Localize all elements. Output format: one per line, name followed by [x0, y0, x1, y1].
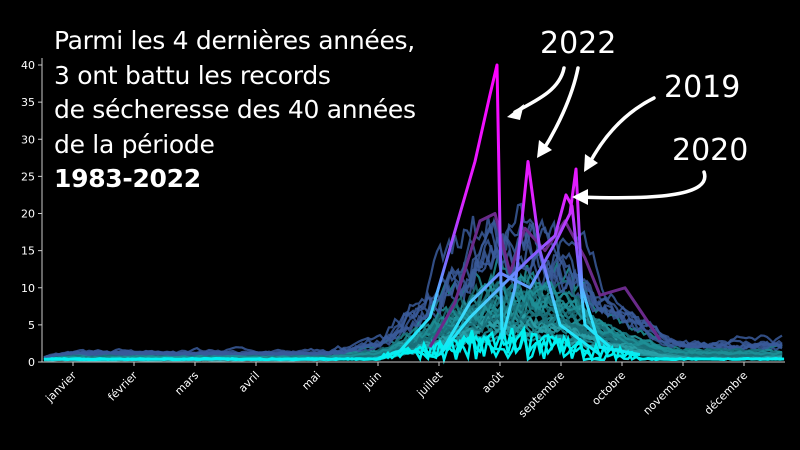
title-line-3: de sécheresse des 40 années — [54, 95, 416, 124]
y-tick-label: 0 — [28, 356, 35, 369]
chart-title: Parmi les 4 dernières années, 3 ont batt… — [54, 24, 416, 197]
arrow-2022-b — [540, 66, 580, 154]
y-tick-label: 40 — [21, 59, 35, 72]
y-tick-label: 35 — [21, 96, 35, 109]
title-period: 1983-2022 — [54, 164, 201, 193]
x-tick-label: mars — [172, 369, 201, 398]
year-series-line — [43, 202, 783, 360]
x-tick-label: octobre — [589, 369, 628, 408]
x-axis: janvier février mars avril mai juin juillet aoû… — [42, 361, 785, 420]
x-tick-label: août — [479, 368, 506, 395]
y-tick-label: 10 — [21, 282, 35, 295]
x-tick-label: novembre — [641, 369, 690, 418]
x-tick-label: septembre — [516, 369, 567, 420]
y-tick-label: 25 — [21, 170, 35, 183]
annotation-2019: 2019 — [664, 70, 741, 105]
y-tick-label: 15 — [21, 245, 35, 258]
x-tick-label: décembre — [702, 369, 750, 417]
series-2019 — [438, 167, 641, 357]
x-tick-label: juin — [360, 369, 384, 393]
series-2022 — [377, 63, 601, 360]
year-series-line — [43, 327, 785, 363]
x-tick-label: avril — [236, 369, 262, 395]
x-tick-label: février — [105, 369, 140, 404]
x-tick-label: janvier — [43, 369, 80, 406]
y-tick-label: 5 — [28, 319, 35, 332]
title-line-4: de la période — [54, 129, 215, 159]
y-tick-label: 20 — [21, 208, 35, 221]
title-line-2: 3 ont battu les records — [54, 60, 331, 90]
series-autres-ann-es-max- — [428, 212, 662, 348]
x-tick-label: mai — [299, 369, 323, 393]
title-line-1: Parmi les 4 dernières années, — [54, 26, 415, 55]
annotation-2022: 2022 — [540, 26, 617, 61]
x-tick-label: juillet — [414, 368, 446, 400]
arrow-2019 — [586, 96, 656, 168]
y-axis: 0 5 10 15 20 25 30 35 40 — [21, 58, 43, 369]
y-tick-label: 30 — [21, 133, 35, 146]
series-lines — [43, 63, 785, 365]
arrow-heads — [507, 104, 598, 205]
arrow-2020 — [578, 170, 707, 200]
annotation-2020: 2020 — [672, 133, 749, 168]
